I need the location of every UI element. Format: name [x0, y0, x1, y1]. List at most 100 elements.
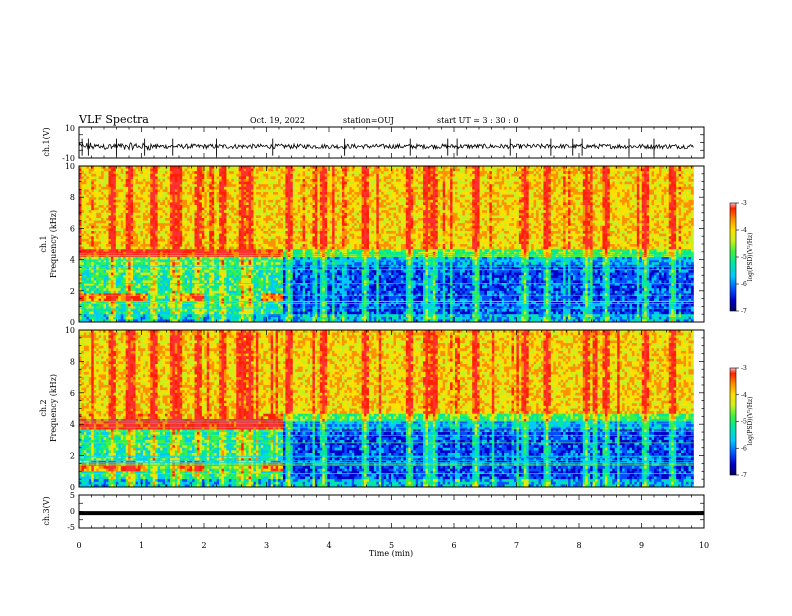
ch1-spectrogram-cell — [99, 291, 102, 294]
ch1-spectrogram-cell — [81, 192, 84, 195]
ch1-spectrogram-cell — [91, 312, 94, 315]
ch1-spectrogram-cell — [224, 169, 227, 172]
ch1-spectrogram-cell — [131, 195, 134, 198]
ch1-spectrogram-cell — [155, 286, 158, 289]
ch1-spectrogram-cell — [143, 192, 146, 195]
ch1-spectrogram-cell — [128, 270, 131, 273]
ch1-spectrogram-cell — [131, 234, 134, 237]
ch1-spectrogram-cell — [138, 179, 141, 182]
ch1-spectrogram-cell — [148, 273, 151, 276]
ch1-spectrogram-cell — [155, 223, 158, 226]
ch1-spectrogram-cell — [175, 304, 178, 307]
ch1-spectrogram-cell — [101, 223, 104, 226]
ch1-spectrogram-cell — [131, 210, 134, 213]
ch1-spectrogram-cell — [172, 184, 175, 187]
ch1-spectrogram-cell — [158, 286, 161, 289]
ch1-spectrogram-cell — [86, 210, 89, 213]
ch1-spectrogram-cell — [231, 213, 234, 216]
ch1-spectrogram-cell — [140, 205, 143, 208]
ch1-spectrogram-cell — [86, 312, 89, 315]
ch1-spectrogram-cell — [158, 182, 161, 185]
ch1-spectrogram-cell — [207, 189, 210, 192]
ch1-spectrogram-cell — [104, 275, 107, 278]
ch1-spectrogram-cell — [99, 208, 102, 211]
ch1-spectrogram-cell — [86, 247, 89, 250]
ch1-spectrogram-cell — [131, 197, 134, 200]
ch1-spectrogram-cell — [126, 236, 129, 239]
ch1-waveform-ylabel: ch.1(V) — [42, 127, 51, 156]
ch1-spectrogram-cell — [155, 296, 158, 299]
ch1-spectrogram-cell — [104, 244, 107, 247]
ch1-spectrogram-cell — [190, 262, 193, 265]
ch1-spectrogram-cell — [175, 239, 178, 242]
ch1-spectrogram-cell — [138, 314, 141, 317]
ch1-spectrogram-cell — [209, 179, 212, 182]
ch1-spectrogram-cell — [185, 182, 188, 185]
ch1-spectrogram-cell — [133, 187, 136, 190]
ch1-spectrogram-cell — [197, 312, 200, 315]
ch1-spectrogram-cell — [187, 215, 190, 218]
ch1-spectrogram-cell — [136, 182, 139, 185]
ch1-spectrogram-cell — [101, 296, 104, 299]
ch1-spectrogram-cell — [108, 273, 111, 276]
ch1-spectrogram-cell — [111, 182, 114, 185]
ch1-spectrogram-cell — [192, 304, 195, 307]
ch1-spectrogram-cell — [202, 221, 205, 224]
ch1-spectrogram-cell — [138, 208, 141, 211]
ch1-spectrogram-cell — [116, 244, 119, 247]
ch1-spectrogram-cell — [111, 221, 114, 224]
ch1-spectrogram-cell — [84, 205, 87, 208]
ch1-spectrogram-cell — [231, 239, 234, 242]
ch1-spectrogram-cell — [128, 176, 131, 179]
ch1-spectrogram-cell — [106, 210, 109, 213]
ch1-spectrogram-cell — [224, 215, 227, 218]
ch1-spectrogram-cell — [143, 241, 146, 244]
ch1-spectrogram-cell — [170, 241, 173, 244]
ch1-spectrogram-cell — [190, 241, 193, 244]
ch1-spectrogram-cell — [226, 221, 229, 224]
ch1-spectrogram-cell — [116, 197, 119, 200]
ch1-spectrogram-cell — [165, 309, 168, 312]
ch1-spectrogram-cell — [113, 171, 116, 174]
ch1-spectrogram-cell — [229, 309, 232, 312]
ch1-spectrogram-cell — [150, 187, 153, 190]
ch1-spectrogram-cell — [170, 210, 173, 213]
ch1-spectrogram-cell — [209, 247, 212, 250]
ch1-spectrogram-cell — [177, 223, 180, 226]
ch1-spectrogram-cell — [185, 169, 188, 172]
ch1-spectrogram-cell — [229, 257, 232, 260]
ch1-spectrogram-cell — [204, 249, 207, 252]
ch1-spectrogram-cell — [192, 314, 195, 317]
ch1-spectrogram-cell — [148, 213, 151, 216]
ch1-spectrogram-cell — [212, 241, 215, 244]
ch1-spectrogram-cell — [204, 291, 207, 294]
ch1-spectrogram-cell — [118, 249, 121, 252]
ch1-spectrogram-cell — [163, 192, 166, 195]
ch1-spectrogram-cell — [177, 247, 180, 250]
ch1-spectrogram-cell — [167, 171, 170, 174]
ch1-spectrogram-cell — [172, 312, 175, 315]
ch1-spectrogram-cell — [160, 213, 163, 216]
ch1-spectrogram-cell — [153, 197, 156, 200]
ch1-spectrogram-cell — [212, 288, 215, 291]
ch1-spectrogram-cell — [148, 210, 151, 213]
ch1-spectrogram-cell — [195, 197, 198, 200]
ch1-spectrogram-cell — [175, 236, 178, 239]
ch1-spectrogram-cell — [94, 312, 97, 315]
ch1-spectrogram-cell — [104, 184, 107, 187]
ch1-spectrogram-cell — [128, 179, 131, 182]
ch1-spectrogram-cell — [86, 241, 89, 244]
ch1-spectrogram-cell — [158, 249, 161, 252]
ch1-spectrogram-cell — [185, 286, 188, 289]
ch1-spectrogram-cell — [185, 247, 188, 250]
ch1-spectrogram-cell — [123, 270, 126, 273]
ch1-spectrogram-cell — [91, 208, 94, 211]
ch1-spectrogram-cell — [96, 223, 99, 226]
ch1-spectrogram-cell — [229, 241, 232, 244]
ch1-spectrogram-cell — [106, 202, 109, 205]
ch1-spectrogram-cell — [116, 278, 119, 281]
ch1-spectrogram-cell — [202, 192, 205, 195]
ch1-spectrogram-cell — [207, 218, 210, 221]
ch1-spectrogram-cell — [158, 239, 161, 242]
ch1-spectrogram-cell — [214, 192, 217, 195]
